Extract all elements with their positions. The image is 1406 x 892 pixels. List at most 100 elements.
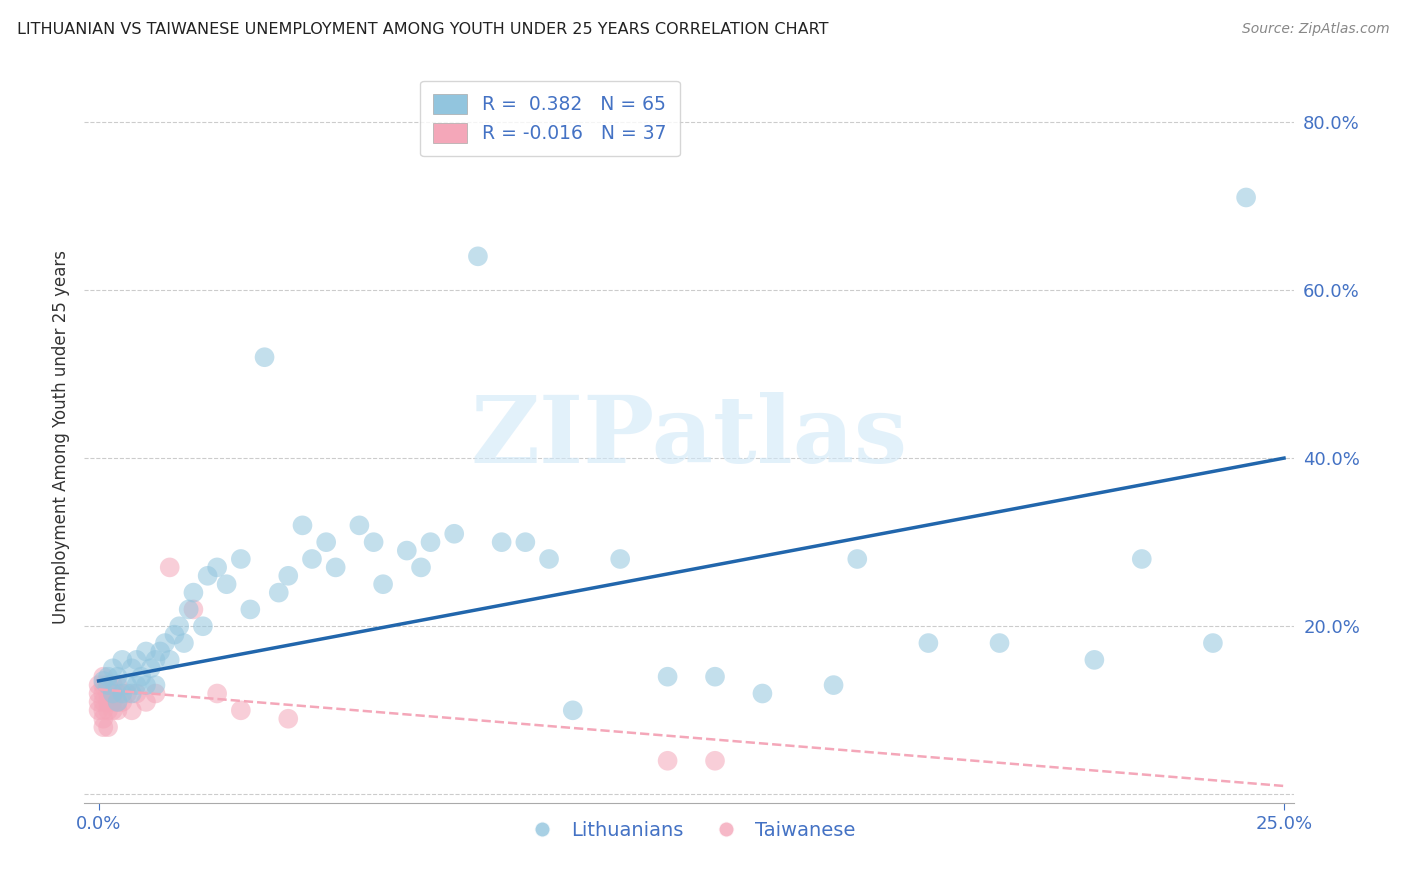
Point <box>253 350 276 364</box>
Point <box>115 678 138 692</box>
Point <box>129 670 152 684</box>
Point <box>97 678 120 692</box>
Point <box>111 686 134 700</box>
Point <box>704 670 727 684</box>
Point <box>609 552 631 566</box>
Point <box>91 712 114 726</box>
Point <box>101 695 124 709</box>
Point <box>97 703 120 717</box>
Point <box>443 526 465 541</box>
Point <box>1202 636 1225 650</box>
Point <box>301 552 323 566</box>
Point <box>107 678 129 692</box>
Point <box>139 661 162 675</box>
Point <box>561 703 583 717</box>
Point <box>988 636 1011 650</box>
Point <box>205 560 228 574</box>
Point <box>91 703 114 717</box>
Point <box>325 560 347 574</box>
Point <box>267 585 290 599</box>
Point <box>107 703 129 717</box>
Point <box>159 653 181 667</box>
Point <box>538 552 561 566</box>
Point <box>97 695 120 709</box>
Point <box>87 695 110 709</box>
Point <box>87 703 110 717</box>
Point <box>111 653 134 667</box>
Point <box>1234 190 1257 204</box>
Point <box>135 678 157 692</box>
Point <box>87 678 110 692</box>
Point <box>215 577 238 591</box>
Text: LITHUANIAN VS TAIWANESE UNEMPLOYMENT AMONG YOUTH UNDER 25 YEARS CORRELATION CHAR: LITHUANIAN VS TAIWANESE UNEMPLOYMENT AMO… <box>17 22 828 37</box>
Point <box>277 569 299 583</box>
Point <box>91 670 114 684</box>
Point <box>173 636 195 650</box>
Point <box>371 577 394 591</box>
Point <box>846 552 869 566</box>
Point <box>107 686 129 700</box>
Point <box>101 686 124 700</box>
Point <box>395 543 418 558</box>
Point <box>191 619 214 633</box>
Point <box>91 678 114 692</box>
Point <box>177 602 200 616</box>
Point <box>149 644 172 658</box>
Point <box>135 695 157 709</box>
Point <box>125 686 148 700</box>
Point <box>135 644 157 658</box>
Point <box>1130 552 1153 566</box>
Point <box>97 670 120 684</box>
Point <box>751 686 773 700</box>
Point <box>197 569 219 583</box>
Point <box>491 535 513 549</box>
Point <box>101 661 124 675</box>
Text: ZIPatlas: ZIPatlas <box>471 392 907 482</box>
Point <box>363 535 385 549</box>
Point <box>657 754 679 768</box>
Point <box>515 535 537 549</box>
Legend: Lithuanians, Taiwanese: Lithuanians, Taiwanese <box>515 814 863 848</box>
Point <box>277 712 299 726</box>
Point <box>349 518 371 533</box>
Point <box>145 678 167 692</box>
Point <box>91 695 114 709</box>
Point <box>409 560 432 574</box>
Point <box>239 602 262 616</box>
Point <box>291 518 314 533</box>
Point <box>121 661 143 675</box>
Point <box>163 627 186 641</box>
Point <box>315 535 337 549</box>
Point <box>145 686 167 700</box>
Point <box>159 560 181 574</box>
Point <box>167 619 190 633</box>
Point <box>183 585 205 599</box>
Point <box>419 535 441 549</box>
Point <box>97 720 120 734</box>
Point <box>125 678 148 692</box>
Point <box>111 695 134 709</box>
Point <box>229 552 252 566</box>
Point <box>115 686 138 700</box>
Point <box>145 653 167 667</box>
Point <box>467 249 489 263</box>
Point <box>229 703 252 717</box>
Point <box>101 678 124 692</box>
Point <box>125 653 148 667</box>
Point <box>205 686 228 700</box>
Point <box>107 695 129 709</box>
Point <box>121 686 143 700</box>
Point <box>1083 653 1105 667</box>
Point <box>823 678 845 692</box>
Point <box>91 720 114 734</box>
Point <box>107 695 129 709</box>
Point <box>704 754 727 768</box>
Point <box>87 686 110 700</box>
Point <box>183 602 205 616</box>
Point <box>101 703 124 717</box>
Point <box>97 678 120 692</box>
Point <box>121 703 143 717</box>
Point <box>657 670 679 684</box>
Point <box>91 673 114 688</box>
Point <box>101 686 124 700</box>
